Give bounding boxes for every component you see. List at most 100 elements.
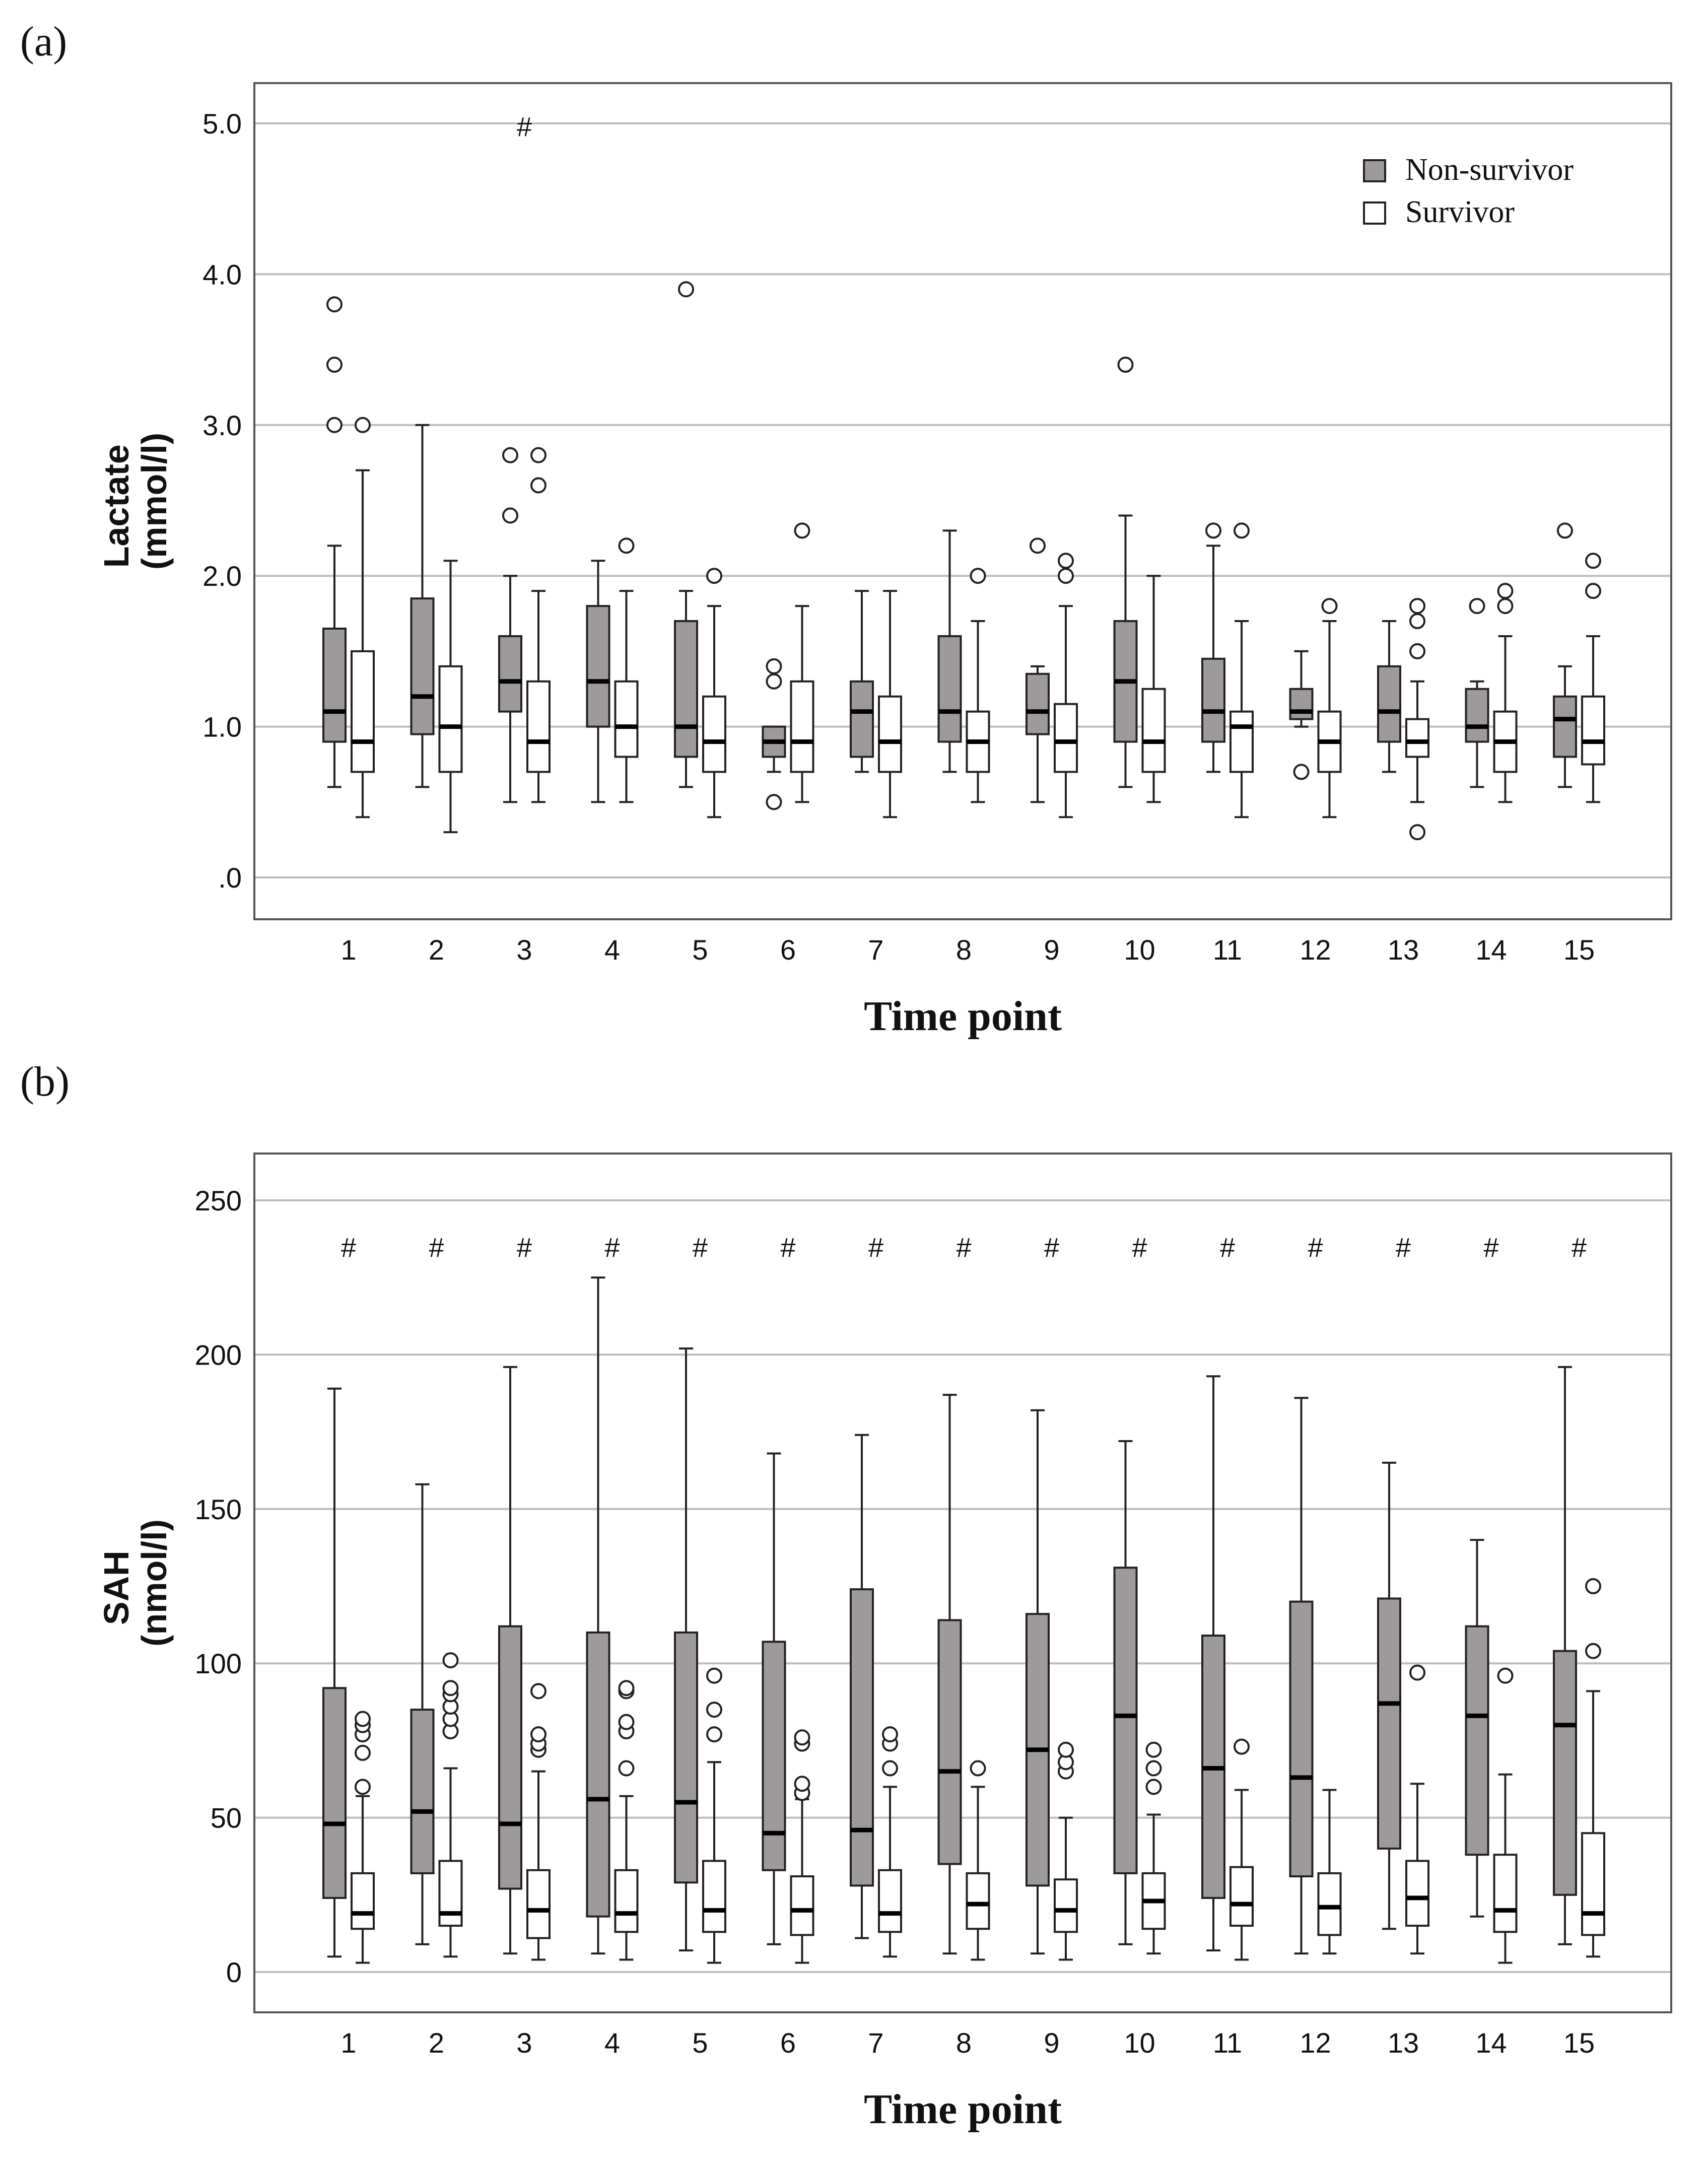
- boxes-b: [322, 1276, 1605, 1964]
- outlier-point: [326, 296, 343, 313]
- outlier-point: [355, 1711, 371, 1727]
- x-tick-label: 10: [1124, 2027, 1155, 2059]
- box-iqr: [526, 1869, 551, 1939]
- panel-label-a: (a): [20, 18, 67, 65]
- box-iqr: [586, 605, 610, 728]
- outlier-point: [355, 1744, 371, 1761]
- box-survivor: [1493, 1667, 1518, 1964]
- outlier-point: [530, 1683, 546, 1700]
- outlier-point: [766, 673, 782, 690]
- box-iqr: [1201, 657, 1225, 743]
- box-survivor: [614, 537, 639, 803]
- outlier-point: [1145, 1741, 1162, 1758]
- box-survivor: [1581, 553, 1605, 803]
- y-tick-label: 200: [195, 1339, 242, 1371]
- significance-mark: #: [604, 1233, 620, 1263]
- y-tick-label: 3.0: [202, 410, 242, 441]
- box-non-survivor: [1465, 1539, 1489, 1918]
- significance-mark: #: [956, 1233, 971, 1263]
- y-axis-title-b-line1: SAH: [97, 1550, 136, 1625]
- box-iqr: [674, 1631, 698, 1884]
- outlier-point: [1058, 568, 1074, 584]
- significance-mark: #: [693, 1233, 708, 1263]
- box-survivor: [1405, 1664, 1429, 1955]
- outlier-point: [530, 447, 546, 463]
- box-iqr: [351, 1872, 375, 1930]
- outlier-point: [678, 281, 694, 298]
- box-iqr: [322, 627, 347, 743]
- outlier-point: [442, 1652, 459, 1669]
- box-iqr: [762, 1641, 786, 1871]
- outlier-point: [1293, 764, 1310, 780]
- outlier-point: [618, 1760, 635, 1777]
- box-iqr: [937, 635, 962, 743]
- outlier-point: [1497, 583, 1514, 599]
- box-iqr: [1581, 1832, 1605, 1936]
- box-iqr: [1493, 1854, 1518, 1933]
- y-tick-label: 0: [226, 1956, 242, 1988]
- significance-mark: #: [868, 1233, 883, 1263]
- legend-swatch-survivor: [1363, 201, 1386, 225]
- box-iqr: [850, 680, 874, 758]
- box-iqr: [438, 1860, 463, 1927]
- outlier-point: [1409, 643, 1425, 659]
- outlier-point: [1497, 598, 1514, 615]
- y-tick-label: 50: [211, 1802, 242, 1834]
- outlier-point: [1058, 1741, 1074, 1758]
- y-axis-title-a-line1: Lactate: [97, 444, 136, 568]
- box-iqr: [1465, 1625, 1489, 1856]
- significance-mark: #: [780, 1233, 795, 1263]
- x-tick-label: 14: [1475, 934, 1507, 966]
- plot-frame-a: [253, 82, 1672, 920]
- box-iqr: [702, 1860, 726, 1933]
- box-survivor: [614, 1680, 639, 1961]
- box-non-survivor: [937, 1394, 962, 1955]
- outlier-point: [766, 794, 782, 810]
- box-survivor: [1054, 553, 1078, 819]
- outlier-point: [706, 568, 722, 584]
- x-tick-label: 11: [1213, 2027, 1242, 2059]
- x-tick-label: 12: [1300, 2027, 1331, 2059]
- gridlines-b: [254, 1199, 1671, 1973]
- box-non-survivor: [850, 1434, 874, 1939]
- x-tick-label: 7: [868, 2027, 883, 2059]
- box-iqr: [878, 695, 902, 773]
- box-survivor: [1141, 1741, 1166, 1955]
- significance-mark: #: [1132, 1233, 1147, 1263]
- x-tick-label: 3: [516, 2027, 532, 2059]
- box-iqr: [937, 1619, 962, 1865]
- significance-mark: #: [1483, 1233, 1498, 1263]
- outlier-point: [1205, 522, 1221, 539]
- outlier-point: [882, 1726, 898, 1743]
- box-survivor: [1317, 1789, 1342, 1955]
- box-non-survivor: [586, 560, 610, 803]
- y-axis-title-a-line2: (mmol/l): [134, 433, 174, 570]
- box-non-survivor: [937, 529, 962, 773]
- legend-swatch-non-survivor: [1363, 159, 1386, 182]
- outlier-point: [1585, 583, 1601, 599]
- box-survivor: [1581, 1578, 1605, 1958]
- x-ticks-b: 1 2 3 4 5 6 7 8 9 10 11 12 13 14 15: [340, 2027, 1595, 2059]
- outlier-point: [1321, 598, 1338, 615]
- outlier-point: [502, 507, 518, 524]
- box-survivor: [526, 1683, 551, 1961]
- box-iqr: [850, 1588, 874, 1887]
- x-tick-label: 6: [780, 2027, 796, 2059]
- box-non-survivor: [762, 1452, 786, 1945]
- box-iqr: [1553, 1650, 1577, 1896]
- x-tick-label: 9: [1044, 934, 1059, 966]
- significance-marks-b: # # # # # # # # # # # # # # #: [341, 1233, 1587, 1263]
- outlier-point: [970, 568, 986, 584]
- box-iqr: [322, 1687, 347, 1899]
- box-non-survivor: [498, 447, 522, 803]
- outlier-point: [618, 1680, 635, 1696]
- outlier-point: [1409, 598, 1425, 615]
- box-iqr: [410, 1709, 435, 1874]
- box-survivor: [878, 590, 902, 819]
- x-tick-label: 3: [516, 934, 532, 966]
- outlier-point: [326, 417, 343, 433]
- box-iqr: [702, 695, 726, 773]
- significance-marks-a: #: [517, 112, 532, 142]
- outlier-point: [1145, 1760, 1162, 1777]
